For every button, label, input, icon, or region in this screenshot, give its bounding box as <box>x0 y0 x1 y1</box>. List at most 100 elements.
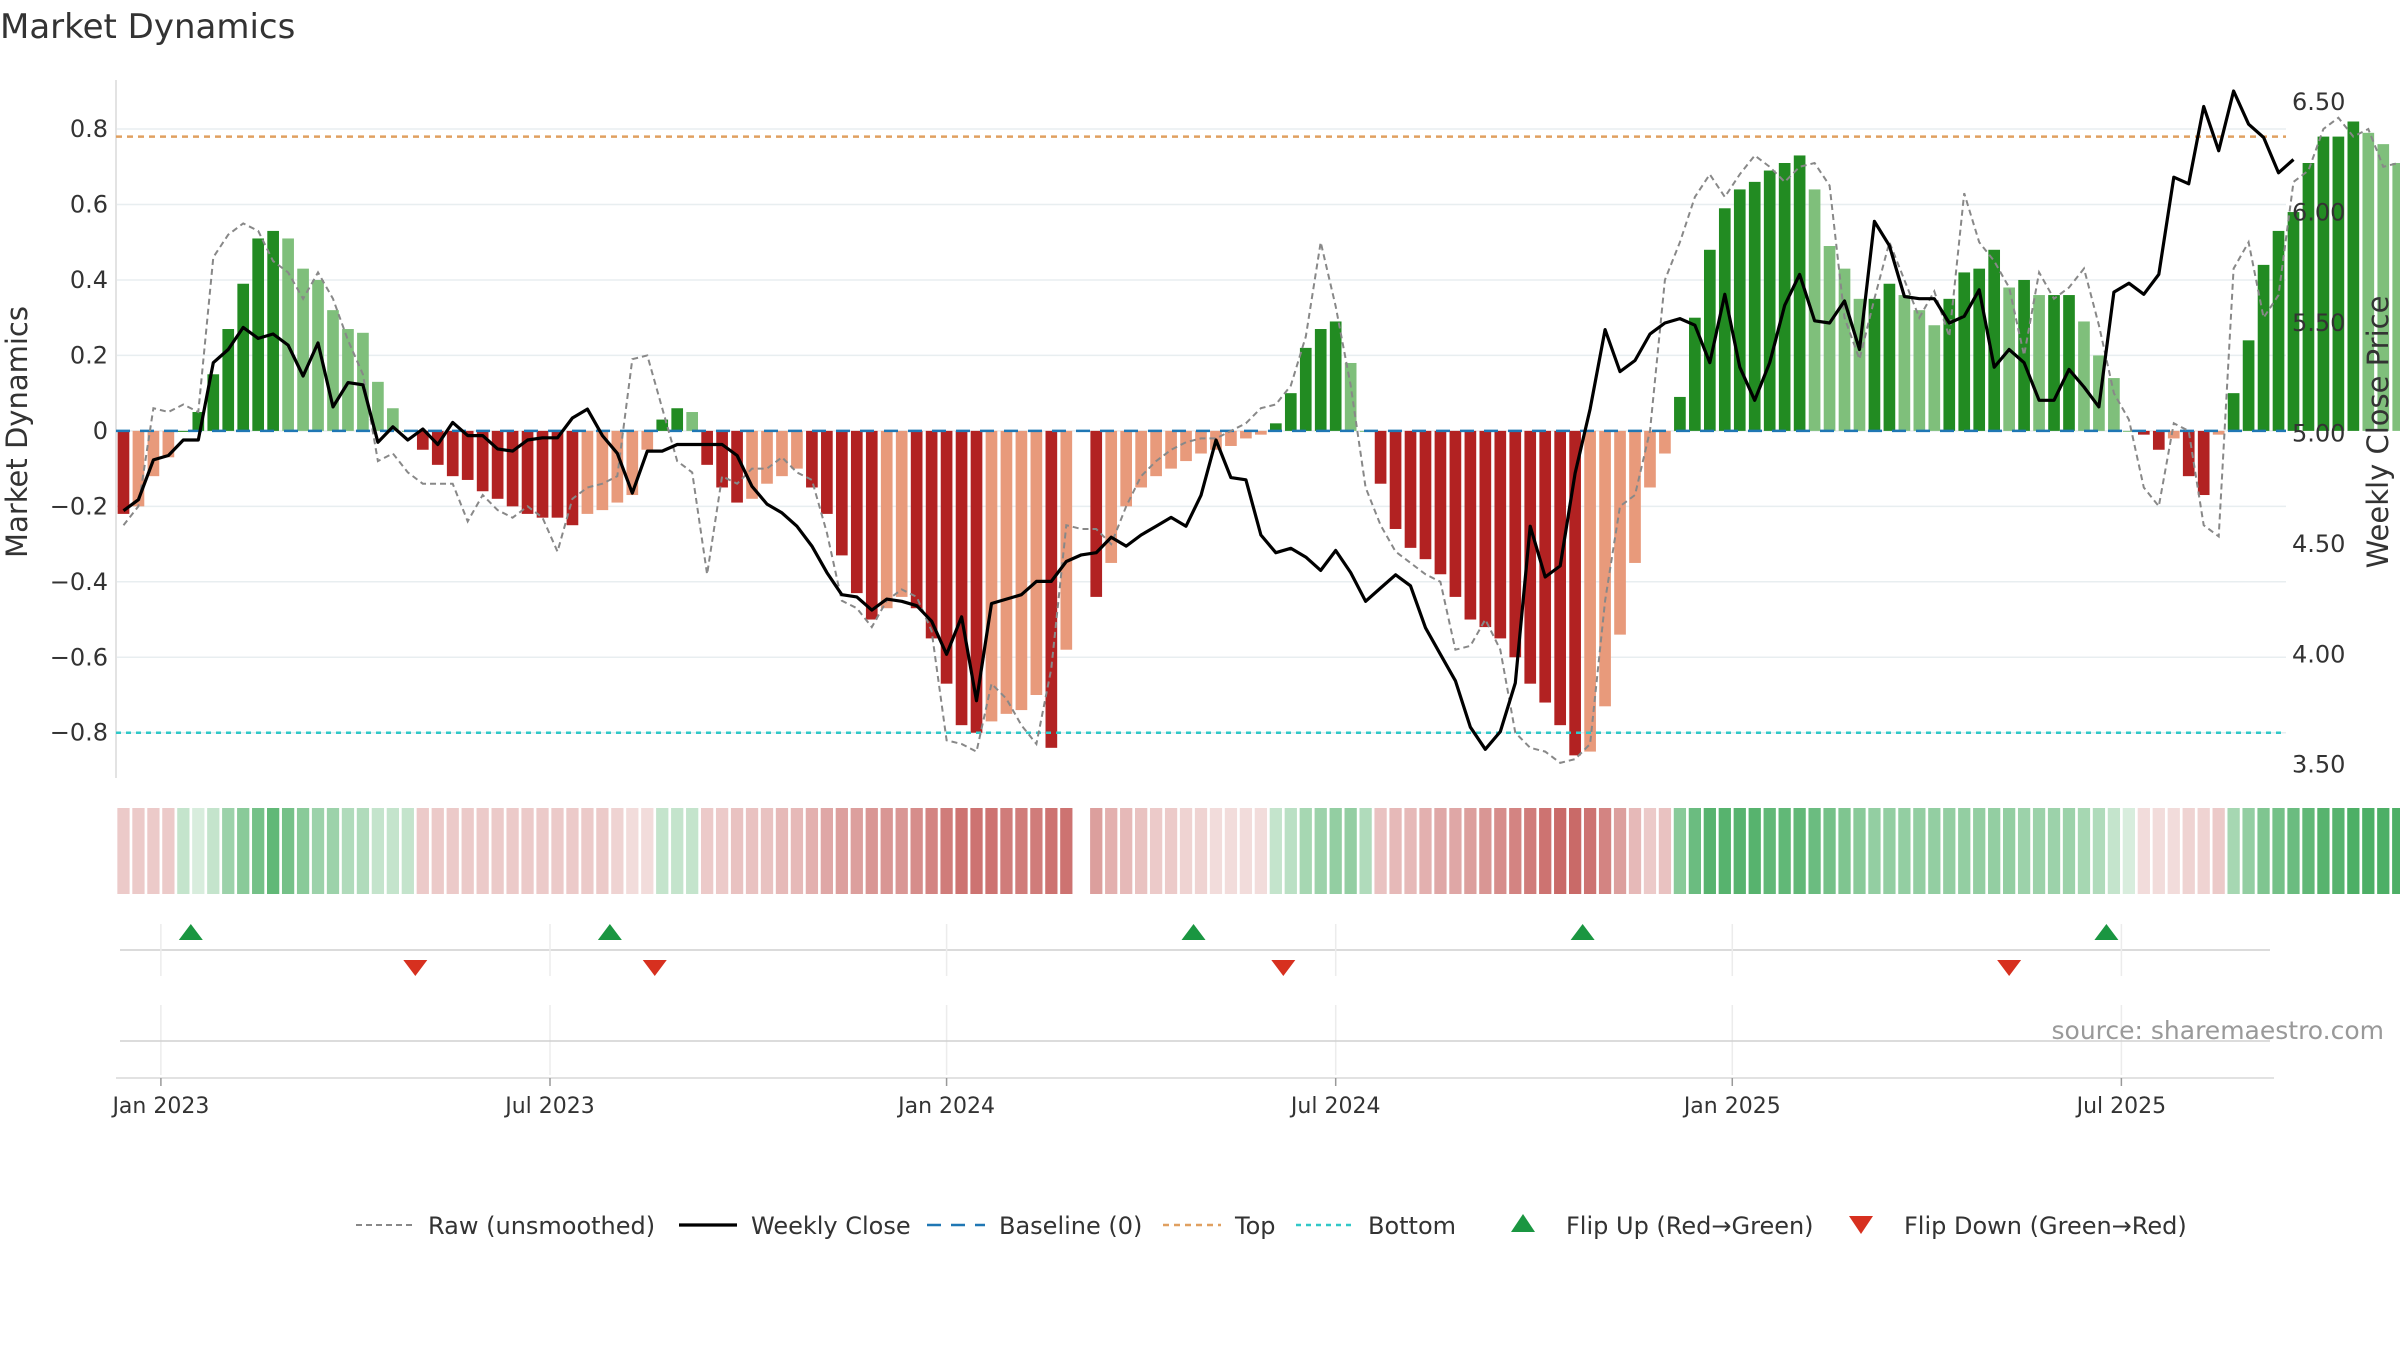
bar <box>910 430 923 609</box>
flip-up-marker <box>597 924 622 940</box>
regime-cell <box>2317 808 2330 894</box>
regime-cell <box>1030 808 1043 894</box>
bar <box>1269 423 1282 431</box>
lines-layer <box>116 89 2399 764</box>
bar <box>2317 136 2330 431</box>
bar <box>1599 430 1611 707</box>
weekly-close-line <box>122 89 2295 751</box>
regime-cell <box>775 808 789 894</box>
regime-cell <box>326 808 340 894</box>
bar <box>955 430 968 726</box>
bar <box>1838 268 1851 431</box>
regime-cell <box>117 808 130 894</box>
bar <box>1509 430 1522 658</box>
regime-cell <box>1973 808 1986 894</box>
regime-cell <box>1090 808 1103 894</box>
y2-tick-label: 4.50 <box>2292 530 2345 558</box>
x-axis-ticks: Jan 2023 Jul 2023 Jan 2024 Jul 2024 Jan 2025… <box>110 1078 2166 1119</box>
regime-cell <box>1449 808 1462 894</box>
regime-cell <box>1883 808 1896 894</box>
regime-cell <box>2257 808 2270 894</box>
bar <box>1928 325 1941 431</box>
bar <box>416 430 429 450</box>
bar <box>1404 430 1417 548</box>
bar <box>506 430 519 507</box>
bar <box>1943 298 1956 431</box>
regime-cell <box>267 808 280 894</box>
regime-cell <box>611 808 624 894</box>
bar <box>1644 430 1656 488</box>
y-axis-label: Market Dynamics <box>0 306 34 558</box>
bar <box>1449 430 1462 597</box>
regime-cell <box>1105 808 1118 894</box>
bar <box>1674 396 1686 431</box>
bar <box>2063 295 2075 431</box>
regime-cell <box>686 808 699 894</box>
bar <box>2033 295 2045 431</box>
regime-cell <box>2212 808 2225 894</box>
bar <box>2227 393 2240 431</box>
regime-cell <box>1958 808 1971 894</box>
bar <box>1524 430 1537 684</box>
regime-cell <box>1988 808 2001 894</box>
regime-cell <box>1554 808 1567 894</box>
x-tick-label: Jul 2023 <box>503 1094 595 1119</box>
y2-tick-label: 5.50 <box>2292 309 2345 337</box>
regime-cell <box>701 808 714 894</box>
bar <box>1898 295 1911 431</box>
regime-cell <box>2092 808 2106 894</box>
bar <box>372 381 384 431</box>
regime-cell <box>2107 808 2121 894</box>
bar <box>821 430 833 514</box>
bar <box>1584 430 1596 752</box>
legend-label: Flip Up (Red→Green) <box>1566 1212 1814 1240</box>
regime-cell <box>536 808 549 894</box>
regime-cell <box>641 808 654 894</box>
y-tick-label: −0.6 <box>50 643 108 671</box>
regime-cell <box>880 808 893 894</box>
bar <box>207 374 220 431</box>
flip-up-marker <box>1570 924 1595 940</box>
regime-cell <box>1479 808 1492 894</box>
regime-cell <box>895 808 908 894</box>
bar <box>1090 430 1103 597</box>
bar <box>222 329 235 431</box>
bar <box>1030 430 1043 695</box>
bar <box>1314 329 1327 431</box>
bar <box>880 430 893 609</box>
regime-cell <box>1299 808 1312 894</box>
bar <box>731 430 743 503</box>
regime-cell <box>252 808 265 894</box>
bar <box>327 310 339 431</box>
bar <box>940 430 953 684</box>
regime-cell <box>1179 808 1193 894</box>
regime-cell <box>1793 808 1806 894</box>
bar <box>2362 132 2375 431</box>
y-tick-label: 0.4 <box>70 266 108 294</box>
regime-cell <box>865 808 878 894</box>
regime-cell <box>1539 808 1552 894</box>
regime-cell <box>581 808 594 894</box>
regime-cell <box>147 808 160 894</box>
regime-cell <box>1628 808 1642 894</box>
bar <box>2167 430 2180 439</box>
regime-cell <box>2392 808 2400 894</box>
bar <box>1045 430 1058 748</box>
regime-cell <box>2137 808 2150 894</box>
regime-cell <box>177 808 190 894</box>
regime-cell <box>566 808 579 894</box>
bar <box>2197 430 2210 496</box>
regime-cell <box>1284 808 1297 894</box>
bar <box>2137 430 2150 435</box>
bar <box>1299 347 1312 431</box>
regime-cell <box>1000 808 1013 894</box>
bar <box>791 430 803 469</box>
bar <box>1494 430 1507 639</box>
regime-cell <box>416 808 429 894</box>
y2-axis-ticks: 6.50 6.00 5.50 5.00 4.50 4.00 3.50 <box>2292 88 2345 779</box>
regime-cell <box>311 808 325 894</box>
legend-label: Top <box>1234 1212 1276 1240</box>
bar <box>581 430 594 514</box>
bar <box>1374 430 1387 484</box>
